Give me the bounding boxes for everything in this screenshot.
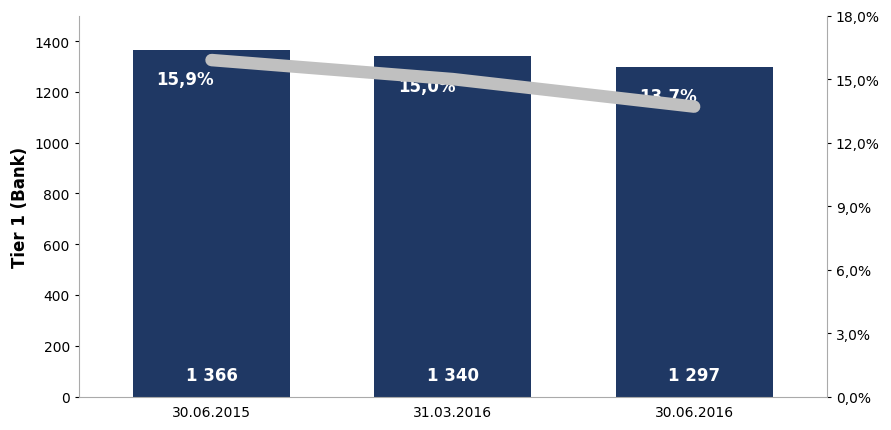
Text: 13,7%: 13,7% <box>639 88 697 106</box>
Bar <box>616 68 772 396</box>
Y-axis label: Tier 1 (Bank): Tier 1 (Bank) <box>11 146 29 267</box>
Bar <box>374 57 531 396</box>
Text: 15,0%: 15,0% <box>398 77 455 95</box>
Bar <box>133 50 290 396</box>
Text: 1 366: 1 366 <box>185 366 238 384</box>
Text: 1 340: 1 340 <box>427 366 478 384</box>
Text: 15,9%: 15,9% <box>157 71 214 89</box>
Text: 1 297: 1 297 <box>668 366 720 384</box>
